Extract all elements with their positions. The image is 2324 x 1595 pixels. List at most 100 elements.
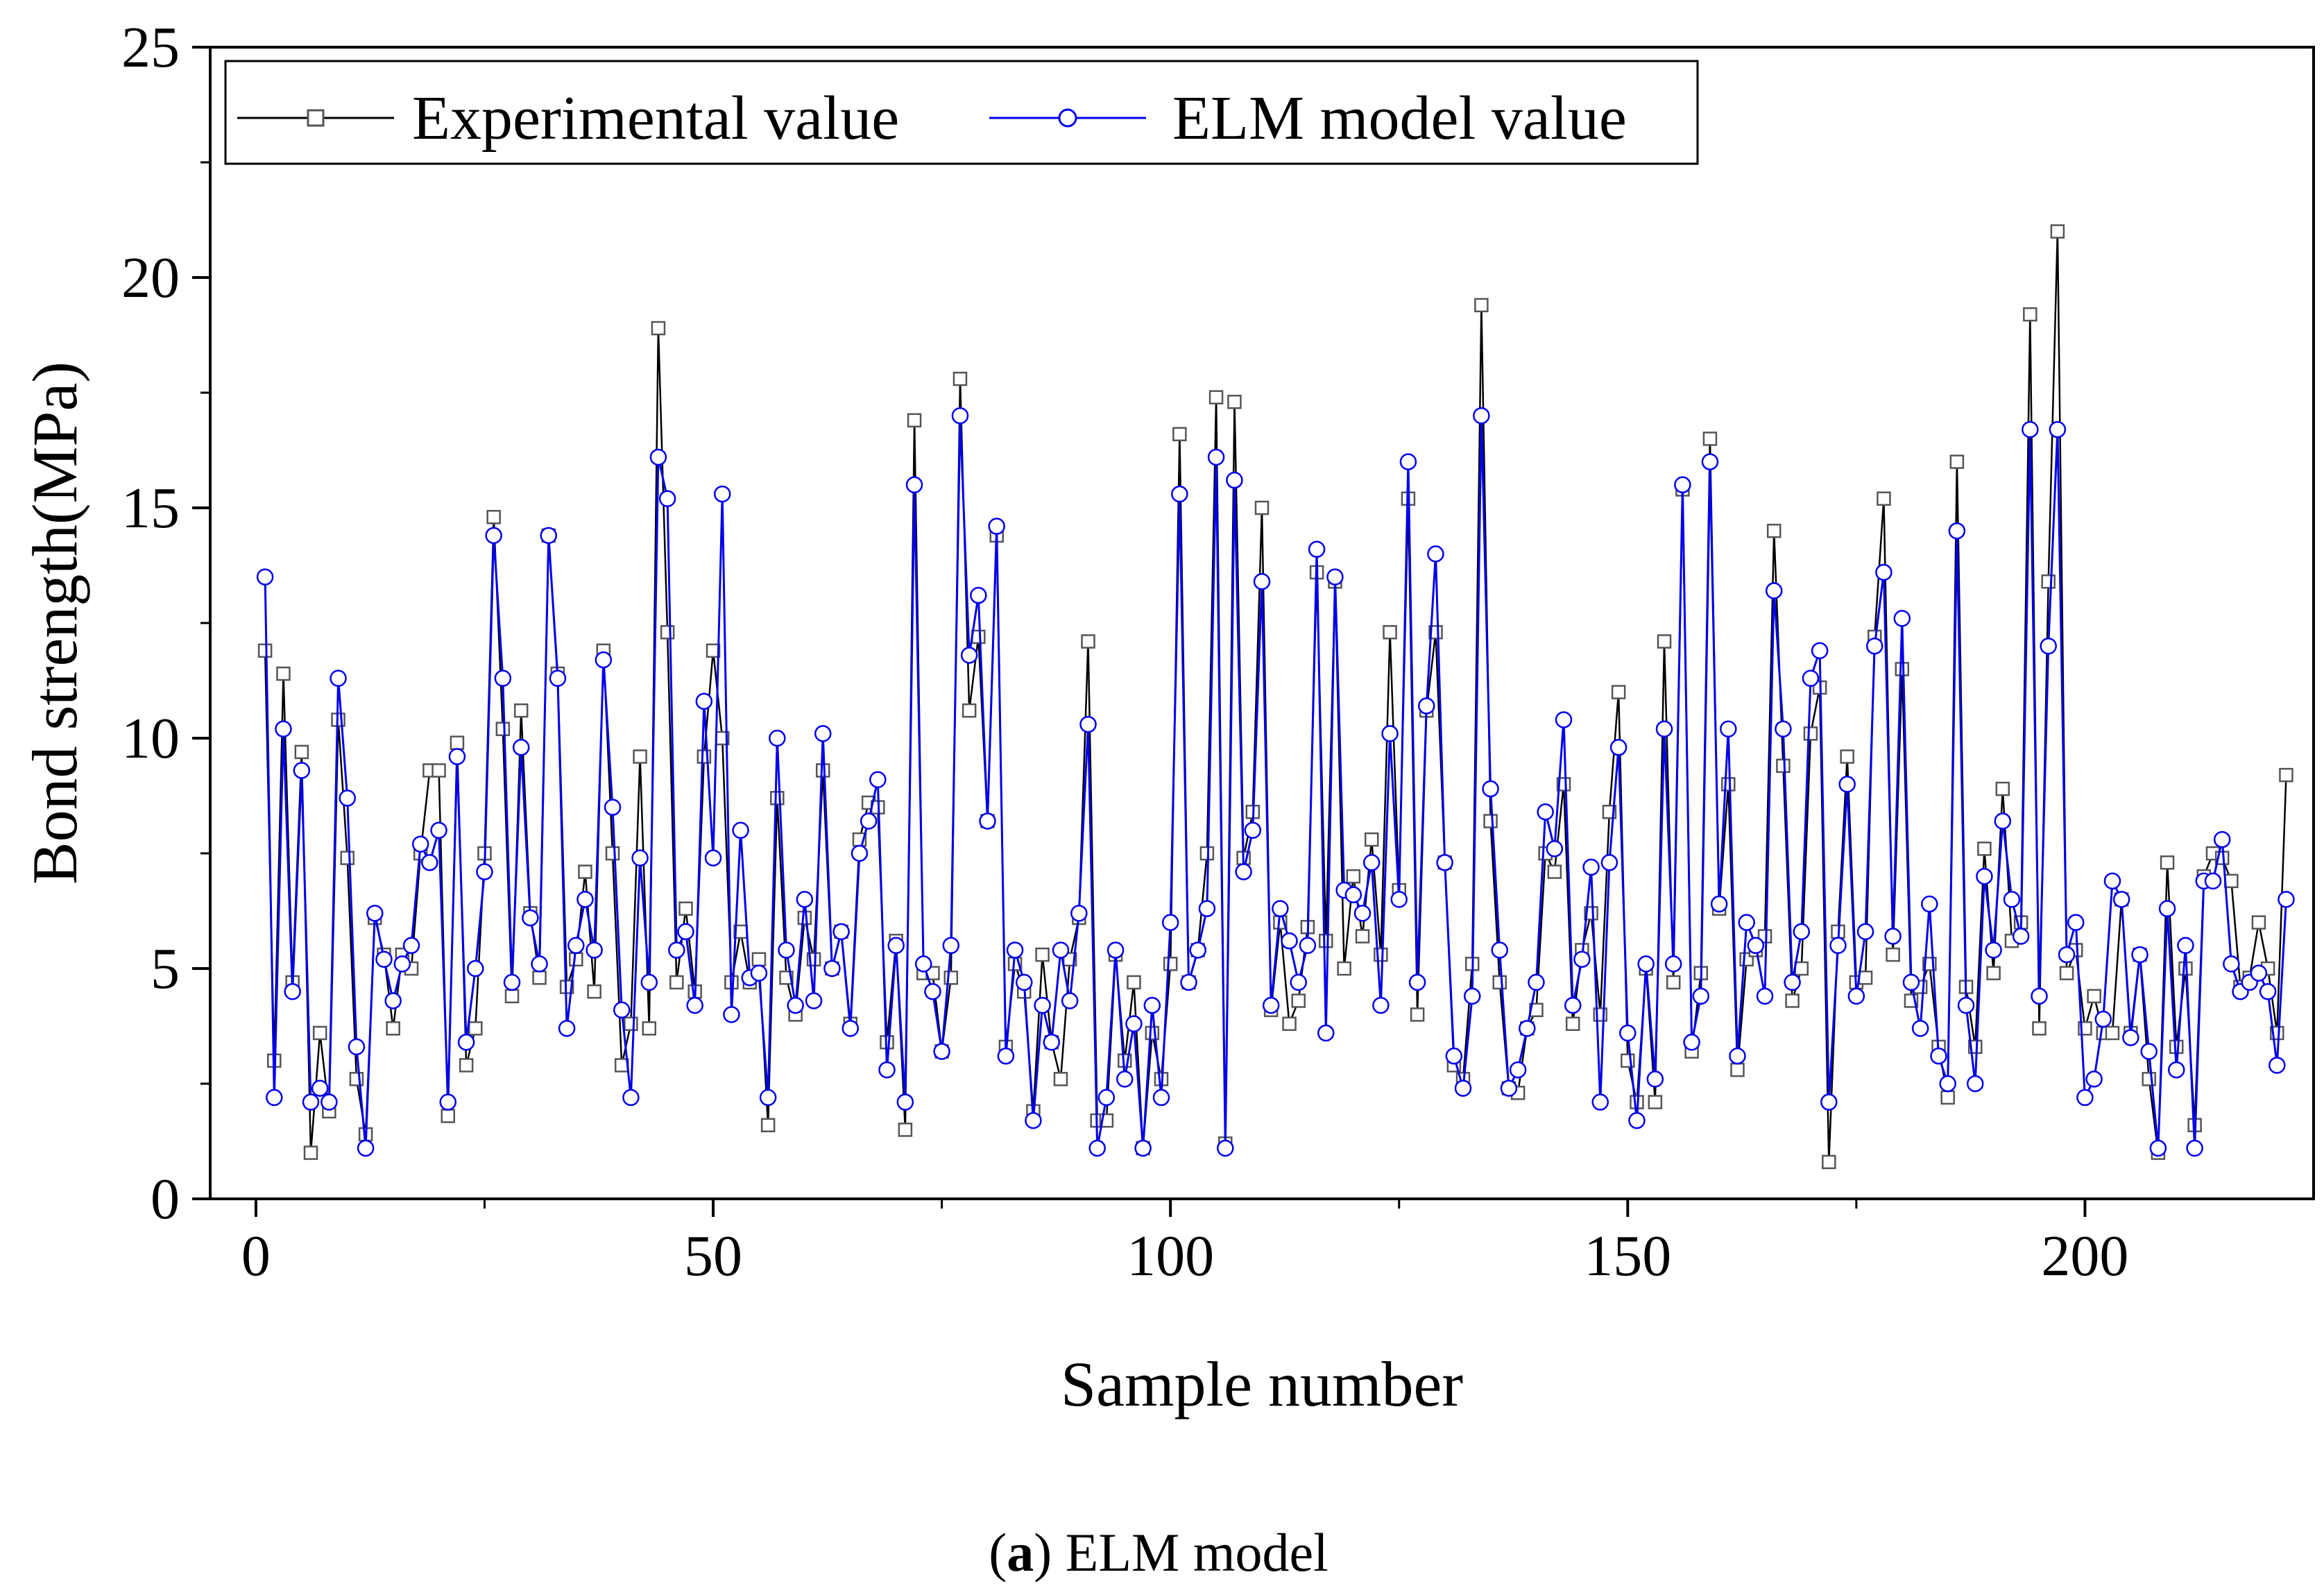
data-point-elm [887,937,905,955]
data-point-elm [2213,830,2231,848]
data-point-experimental [678,901,693,916]
data-point-elm [311,1080,329,1097]
data-point-experimental [706,643,721,658]
data-point-experimental [1547,864,1562,879]
legend-box [224,60,1699,165]
data-point-elm [2259,982,2277,1000]
data-point-elm [677,923,694,941]
data-point-elm [375,950,393,968]
legend-marker-elm [1058,108,1077,128]
data-point-experimental [624,1016,638,1031]
data-point-elm [1473,407,1490,425]
data-point-elm [1775,720,1792,737]
data-point-elm [1820,1093,1838,1111]
data-point-experimental [1721,777,1736,792]
data-point-elm [393,955,411,973]
data-point-elm [759,1089,777,1107]
data-point-experimental [1657,634,1672,649]
data-point-elm [869,771,887,789]
data-point-experimental [943,971,959,985]
data-point-experimental [2032,1021,2047,1036]
data-point-elm [2067,914,2085,931]
data-point-elm [988,518,1005,535]
data-point-experimental [2059,966,2074,980]
data-point-elm [348,1038,366,1056]
data-point-experimental [1730,1062,1745,1077]
data-point-elm [914,955,932,973]
data-point-elm [1856,923,1874,941]
data-point-elm [823,959,841,978]
data-point-elm [1802,669,1820,687]
data-point-experimental [660,625,675,640]
data-point-elm [2223,955,2240,973]
data-point-elm [1043,1033,1061,1051]
data-point-elm [1976,867,1993,885]
data-point-elm [494,669,512,687]
caption-label: a [1007,1522,1034,1583]
data-point-elm [293,762,311,779]
data-point-elm [1957,996,1975,1014]
series-elm [256,407,2295,1157]
data-point-experimental [2087,989,2101,1004]
data-point-experimental [1886,947,1900,962]
data-point-elm [558,1020,576,1037]
data-point-experimental [770,791,785,805]
data-point-elm [2003,891,2021,908]
data-point-elm [1353,905,1372,922]
data-point-elm [1784,973,1801,991]
legend-marker-experimental [307,109,325,127]
data-point-elm [2269,1057,2286,1074]
data-point-elm [540,527,558,545]
data-point-experimental [1986,966,2001,980]
data-point-elm [448,748,466,765]
data-point-experimental [1346,869,1361,884]
data-point-experimental [1145,1025,1160,1041]
data-point-elm [576,891,594,908]
data-point-elm [1436,854,1453,871]
data-point-elm [1180,973,1197,991]
x-tick-label: 50 [684,1224,742,1288]
data-point-experimental [651,321,666,336]
data-point-elm [1948,522,1966,540]
data-point-elm [512,739,530,756]
data-point-elm [402,937,420,955]
data-point-elm [1939,1075,1956,1093]
data-point-elm [2158,900,2176,917]
data-point-elm [2278,891,2295,908]
data-point-elm [1418,697,1435,715]
data-point-elm [1344,886,1362,904]
data-point-experimental [1584,906,1598,921]
data-point-elm [1272,900,1289,917]
data-point-elm [1097,1089,1116,1107]
data-point-elm [439,1093,456,1111]
data-point-elm [1966,1075,1984,1093]
data-point-elm [1016,973,1033,991]
data-point-experimental [1776,758,1791,774]
data-point-elm [2094,1010,2112,1028]
data-point-experimental [815,763,830,778]
data-point-elm [1006,941,1024,959]
data-point-experimental [907,413,922,428]
data-point-elm [640,973,658,991]
data-point-experimental [1785,993,1800,1008]
data-point-elm [1308,540,1326,558]
x-tick-label: 200 [2041,1224,2128,1288]
data-point-elm [841,1020,860,1037]
data-point-experimental [340,851,354,865]
data-point-elm [1619,1024,1637,1042]
data-point-elm [467,959,484,978]
data-point-elm [1655,720,1673,737]
data-point-elm [1171,485,1188,503]
data-point-experimental [2142,1072,2156,1086]
y-tick-label: 10 [121,706,180,771]
data-point-elm [713,485,731,503]
data-point-elm [384,992,402,1009]
data-point-elm [1299,937,1317,955]
data-point-elm [1911,1020,1929,1037]
data-point-elm [1994,812,2012,830]
data-point-elm [1609,739,1627,756]
data-point-experimental [1337,961,1351,976]
data-point-elm [2031,987,2048,1005]
data-point-elm [896,1093,914,1111]
data-point-experimental [1035,947,1050,962]
